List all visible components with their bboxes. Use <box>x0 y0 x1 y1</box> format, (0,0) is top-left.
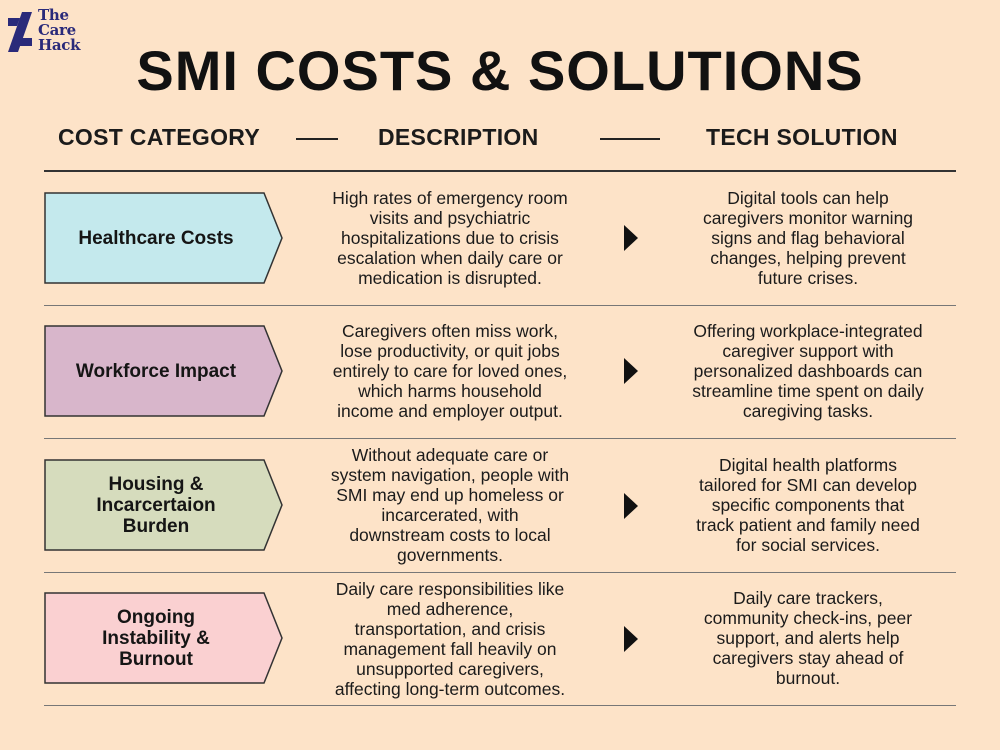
row-divider <box>44 438 956 439</box>
category-tag: Housing & Incarcertaion Burden <box>44 459 284 551</box>
table-row: Workforce Impact Caregivers often miss w… <box>44 306 956 438</box>
play-arrow-icon <box>624 493 638 519</box>
category-label: Healthcare Costs <box>78 227 234 249</box>
play-arrow-icon <box>624 225 638 251</box>
table-bottom-rule <box>44 705 956 706</box>
column-headers: COST CATEGORY DESCRIPTION TECH SOLUTION <box>0 124 1000 152</box>
category-label: Ongoing Instability & Burnout <box>102 606 210 670</box>
category-label: Workforce Impact <box>75 360 237 382</box>
solution-text: Digital health platforms tailored for SM… <box>696 455 920 555</box>
solution-text: Daily care trackers, community check-ins… <box>703 588 913 688</box>
header-divider <box>296 138 338 140</box>
category-tag: Healthcare Costs <box>44 192 284 284</box>
header-divider <box>600 138 660 140</box>
header-rule <box>44 170 956 172</box>
table-row: Ongoing Instability & Burnout Daily care… <box>44 573 956 706</box>
description-text: Daily care responsibilities like med adh… <box>334 579 566 699</box>
brand-logo: The Care Hack <box>8 8 98 56</box>
solution-text: Digital tools can help caregivers monito… <box>702 188 914 288</box>
solution-text: Offering workplace-integrated caregiver … <box>692 321 924 421</box>
header-cost-category: COST CATEGORY <box>58 124 260 150</box>
description-text: Without adequate care or system navigati… <box>330 445 570 565</box>
row-divider <box>44 572 956 573</box>
table-row: Healthcare Costs High rates of emergency… <box>44 172 956 306</box>
logo-mark-icon <box>8 12 32 52</box>
row-divider <box>44 305 956 306</box>
description-text: High rates of emergency room visits and … <box>332 188 568 288</box>
page-title: SMI COSTS & SOLUTIONS <box>136 39 864 102</box>
brand-name: The Care Hack <box>38 6 81 54</box>
category-tag: Workforce Impact <box>44 325 284 417</box>
table-row: Housing & Incarcertaion Burden Without a… <box>44 439 956 572</box>
header-tech-solution: TECH SOLUTION <box>706 124 898 150</box>
header-description: DESCRIPTION <box>378 124 539 150</box>
play-arrow-icon <box>624 626 638 652</box>
play-arrow-icon <box>624 358 638 384</box>
description-text: Caregivers often miss work, lose product… <box>332 321 568 421</box>
category-label: Housing & Incarcertaion Burden <box>96 473 216 537</box>
category-tag: Ongoing Instability & Burnout <box>44 592 284 684</box>
